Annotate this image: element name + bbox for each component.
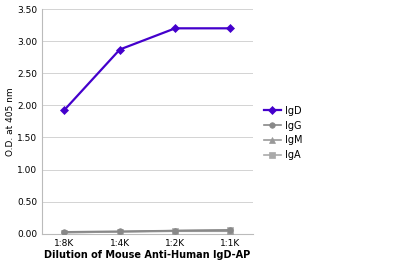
IgD <box>62 108 67 111</box>
Y-axis label: O.D. at 405 nm: O.D. at 405 nm <box>6 87 14 156</box>
IgA <box>228 228 233 231</box>
X-axis label: Dilution of Mouse Anti-Human IgD-AP: Dilution of Mouse Anti-Human IgD-AP <box>44 251 250 260</box>
IgG <box>173 229 178 232</box>
Line: IgG: IgG <box>62 227 233 235</box>
IgG <box>228 228 233 231</box>
IgD <box>173 27 178 30</box>
IgM <box>173 230 178 233</box>
IgD <box>117 48 122 51</box>
IgG <box>62 230 67 234</box>
IgA <box>62 231 67 234</box>
IgM <box>117 230 122 234</box>
IgA <box>117 230 122 234</box>
Line: IgA: IgA <box>62 227 233 235</box>
IgM <box>62 231 67 234</box>
IgD <box>228 27 233 30</box>
Line: IgD: IgD <box>62 26 233 113</box>
IgG <box>117 230 122 233</box>
Legend: IgD, IgG, IgM, IgA: IgD, IgG, IgM, IgA <box>262 104 304 162</box>
Line: IgM: IgM <box>62 228 233 235</box>
IgA <box>173 229 178 232</box>
IgM <box>228 230 233 233</box>
